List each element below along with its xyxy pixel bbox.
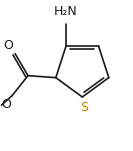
- Text: S: S: [80, 101, 88, 114]
- Text: H₂N: H₂N: [54, 5, 78, 18]
- Text: O: O: [1, 98, 11, 111]
- Text: O: O: [3, 39, 13, 52]
